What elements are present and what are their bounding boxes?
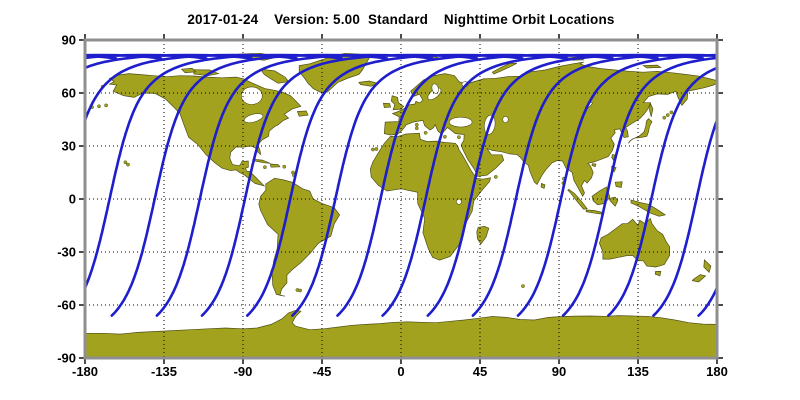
landmass-south-america <box>258 177 341 297</box>
small-island <box>662 115 667 120</box>
landmass-hispaniola <box>269 163 281 168</box>
lake-great-lakes <box>243 113 264 123</box>
landmass-eurasia <box>383 61 717 198</box>
landmass-mindanao <box>614 181 623 188</box>
small-island <box>371 147 375 152</box>
x-tick-label: -135 <box>151 364 177 379</box>
landmass-great-britain <box>390 95 405 111</box>
orbit-track <box>0 55 71 316</box>
landmass-japan <box>628 118 653 144</box>
landmass-hainan <box>591 163 597 168</box>
landmass-antarctica <box>85 309 717 358</box>
x-axis-labels: -180 -135 -90 -45 0 45 90 135 180 <box>72 364 728 379</box>
landmass-tasmania <box>654 271 662 277</box>
landmass-sakhalin <box>649 101 654 117</box>
landmass-newfoundland <box>296 110 309 117</box>
landmass-australia <box>599 217 670 268</box>
small-island <box>457 135 461 140</box>
landmass-java <box>585 209 603 215</box>
lake-black-sea <box>449 116 473 128</box>
orbit-track <box>155 53 434 317</box>
orbit-track <box>110 53 389 317</box>
dotted-grid-lines <box>85 40 717 358</box>
lake-lake-victoria <box>455 198 462 205</box>
orbit-track <box>246 53 524 317</box>
landmass-sulawesi <box>609 196 619 207</box>
lake-aral-sea <box>502 116 509 124</box>
landmass-ireland <box>382 102 391 108</box>
small-island <box>423 130 428 135</box>
orbit-track <box>789 55 800 316</box>
small-island <box>374 147 379 151</box>
x-tick-label: 90 <box>552 364 566 379</box>
small-island <box>123 160 128 165</box>
axis-tick-marks <box>79 34 723 364</box>
landmass-baffin-island <box>259 68 290 84</box>
orbit-track <box>607 66 717 317</box>
orbit-track <box>0 55 26 316</box>
orbit-track <box>291 53 569 317</box>
x-tick-label: -180 <box>72 364 98 379</box>
small-island <box>282 164 287 169</box>
small-island <box>263 165 267 170</box>
lake-gulf-of-bothnia <box>431 83 439 94</box>
small-island <box>104 103 108 108</box>
small-island <box>493 175 498 179</box>
landmass-new-zealand-north <box>703 259 712 273</box>
y-tick-label: -60 <box>57 298 76 313</box>
landmass-sri-lanka <box>540 183 546 189</box>
landmass-new-zealand-south <box>691 274 707 283</box>
orbit-track <box>200 53 479 317</box>
lake-hudson-bay <box>241 86 263 105</box>
plot-title: 2017-01-24 Version: 5.00 Standard Nightt… <box>187 12 615 27</box>
y-tick-label: -90 <box>57 351 76 366</box>
y-tick-label: -30 <box>57 245 76 260</box>
x-tick-label: -45 <box>313 364 332 379</box>
x-tick-label: 135 <box>627 364 649 379</box>
y-axis-labels: 90 60 30 0 -30 -60 -90 <box>57 33 76 366</box>
small-island <box>414 126 419 131</box>
y-tick-label: 30 <box>62 139 76 154</box>
orbit-track <box>652 116 717 317</box>
landmass-madagascar <box>476 226 490 245</box>
orbit-track <box>471 53 717 317</box>
small-island <box>298 288 302 293</box>
x-tick-label: -90 <box>234 364 253 379</box>
x-tick-label: 45 <box>473 364 487 379</box>
landmass-taiwan <box>611 154 616 161</box>
small-island <box>443 134 447 139</box>
orbit-track <box>516 53 717 317</box>
orbit-track <box>336 53 614 317</box>
x-tick-label: 180 <box>706 364 728 379</box>
small-island <box>669 110 674 115</box>
orbit-track <box>85 53 298 124</box>
orbit-track <box>744 55 800 316</box>
plot-frame <box>83 38 719 360</box>
landmass-banks-island <box>180 67 197 74</box>
nighttime-orbit-tracks <box>0 53 800 317</box>
orbit-track <box>426 53 705 317</box>
y-tick-label: 0 <box>69 192 76 207</box>
small-island <box>414 122 419 127</box>
x-tick-label: 0 <box>397 364 404 379</box>
landmass-new-siberian-islands <box>642 64 662 69</box>
orbit-track <box>561 56 717 317</box>
orbit-track <box>381 53 660 317</box>
small-island <box>126 162 130 167</box>
y-tick-label: 90 <box>62 33 76 48</box>
small-island <box>665 113 670 117</box>
orbit-track <box>85 53 344 292</box>
y-tick-label: 60 <box>62 86 76 101</box>
small-island <box>97 104 101 109</box>
small-island <box>521 284 525 288</box>
landmass-novaya-zemlya <box>491 62 518 75</box>
